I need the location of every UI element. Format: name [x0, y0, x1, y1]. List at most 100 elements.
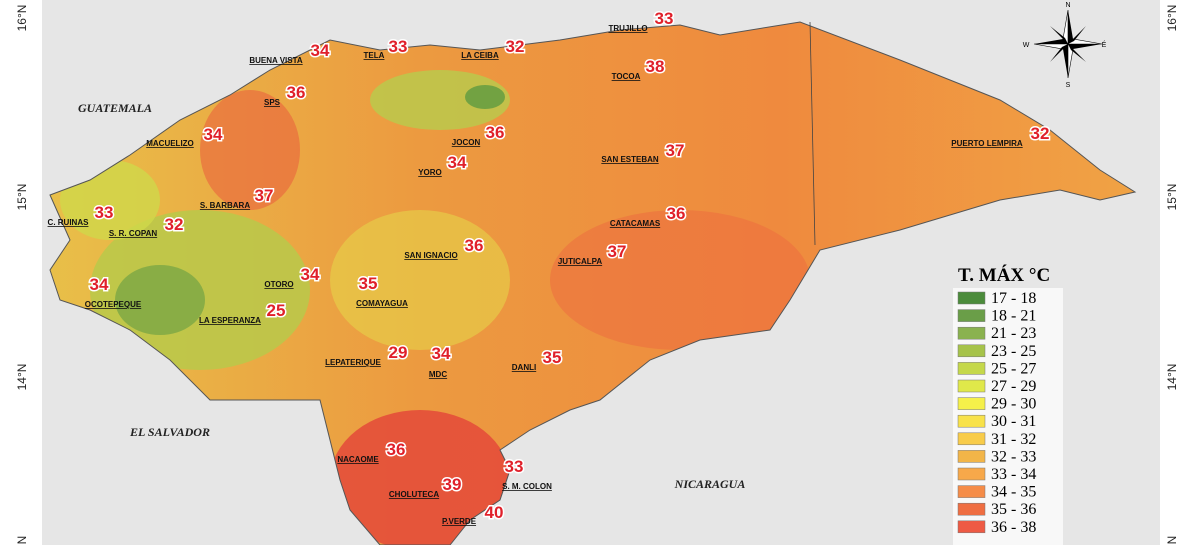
station-value: 25	[267, 301, 286, 320]
station-name: OCOTEPEQUE	[85, 300, 142, 309]
cool-zone	[115, 265, 205, 335]
lat-label: 14°N	[1165, 364, 1179, 391]
station-name: LA CEIBA	[461, 51, 499, 60]
station-name: SAN IGNACIO	[404, 251, 457, 260]
station-value: 40	[485, 503, 504, 522]
hot-zone	[200, 90, 300, 210]
frame-left	[0, 0, 42, 545]
legend-label: 34 - 35	[991, 484, 1036, 501]
legend-label: 17 - 18	[991, 290, 1036, 307]
station-value: 36	[465, 236, 484, 255]
cool-zone	[370, 70, 510, 130]
legend-label: 18 - 21	[991, 308, 1036, 325]
station-value: 36	[287, 83, 306, 102]
lat-label: 14°N	[15, 364, 29, 391]
legend-label: 32 - 33	[991, 448, 1036, 465]
compass-letter: N	[1065, 2, 1070, 9]
compass-letter: S	[1066, 82, 1071, 89]
hot-zone	[330, 410, 510, 545]
station-name: TRUJILLO	[608, 24, 647, 33]
compass-letter: W	[1023, 42, 1030, 49]
legend-swatch	[957, 397, 986, 410]
station-name: LA ESPERANZA	[199, 316, 261, 325]
legend-label: 29 - 30	[991, 396, 1036, 413]
station-value: 33	[505, 457, 524, 476]
compass-letter: É	[1102, 40, 1107, 49]
station-value: 34	[311, 41, 330, 60]
station-value: 29	[389, 343, 408, 362]
station-value: 37	[666, 141, 685, 160]
legend-swatch	[957, 467, 986, 481]
legend-label: 31 - 32	[991, 431, 1036, 448]
legend-label: 30 - 31	[991, 413, 1036, 430]
country-label: EL SALVADOR	[129, 425, 210, 439]
station-value: 35	[359, 274, 378, 293]
station-name: SAN ESTEBAN	[601, 155, 659, 164]
station-value: 32	[506, 37, 525, 56]
legend-swatch	[957, 344, 986, 358]
legend-swatch	[957, 485, 986, 498]
station-value: 38	[646, 57, 665, 76]
legend-label: 36 - 38	[991, 519, 1036, 536]
legend-label: 23 - 25	[991, 343, 1036, 360]
station-name: COMAYAGUA	[356, 299, 408, 308]
station-name: BUENA VISTA	[249, 56, 303, 65]
frame-right	[1160, 0, 1200, 545]
station-value: 36	[667, 204, 686, 223]
lat-label: N	[15, 536, 29, 545]
country-label: NICARAGUA	[674, 477, 746, 491]
country-label: GUATEMALA	[78, 101, 152, 115]
hot-zone	[550, 210, 810, 350]
station-value: 34	[90, 275, 109, 294]
lat-label: 16°N	[1165, 5, 1179, 32]
legend-swatch	[957, 379, 986, 393]
legend-label: 35 - 36	[991, 501, 1036, 518]
legend-swatch	[957, 414, 986, 428]
station-value: 36	[387, 440, 406, 459]
station-name: CHOLUTECA	[389, 490, 439, 499]
station-value: 37	[255, 186, 274, 205]
station-value: 34	[301, 265, 320, 284]
legend-swatch	[957, 432, 986, 446]
legend-label: 25 - 27	[991, 360, 1036, 377]
compass	[1033, 9, 1103, 79]
legend-title: T. MÁX °C	[958, 264, 1050, 286]
station-value: 37	[608, 242, 627, 261]
station-name: P.VERDE	[442, 517, 477, 526]
lat-label: 15°N	[15, 184, 29, 211]
station-value: 34	[432, 344, 451, 363]
station-name: NACAOME	[337, 455, 379, 464]
station-name: OTORO	[264, 280, 293, 289]
legend-swatch	[957, 502, 986, 516]
station-value: 39	[443, 475, 462, 494]
dept-line	[809, 21, 816, 246]
station-name: DANLI	[512, 363, 536, 372]
station-name: TOCOA	[612, 72, 641, 81]
legend-swatch	[957, 309, 986, 322]
station-value: 33	[95, 203, 114, 222]
lat-label: 16°N	[15, 5, 29, 32]
station-name: C. RUINAS	[48, 218, 90, 227]
station-value: 34	[204, 125, 223, 144]
station-name: S. M. COLON	[502, 482, 552, 491]
station-name: YORO	[418, 168, 442, 177]
station-name: LEPATERIQUE	[325, 358, 381, 367]
legend-swatch	[957, 291, 986, 305]
station-value: 32	[165, 215, 184, 234]
legend-swatch	[957, 362, 986, 375]
station-name: CATACAMAS	[610, 219, 661, 228]
station-name: TELA	[364, 51, 385, 60]
station-value: 36	[486, 123, 505, 142]
legend-swatch	[957, 520, 986, 534]
legend-label: 33 - 34	[991, 466, 1036, 483]
mild-zone	[330, 210, 510, 350]
legend-swatch	[957, 450, 986, 463]
cool-zone	[465, 85, 505, 109]
station-value: 33	[655, 9, 674, 28]
station-name: MACUELIZO	[146, 139, 194, 148]
station-value: 34	[448, 153, 467, 172]
station-name: JUTICALPA	[558, 257, 603, 266]
station-name: MDC	[429, 370, 447, 379]
station-value: 33	[389, 37, 408, 56]
